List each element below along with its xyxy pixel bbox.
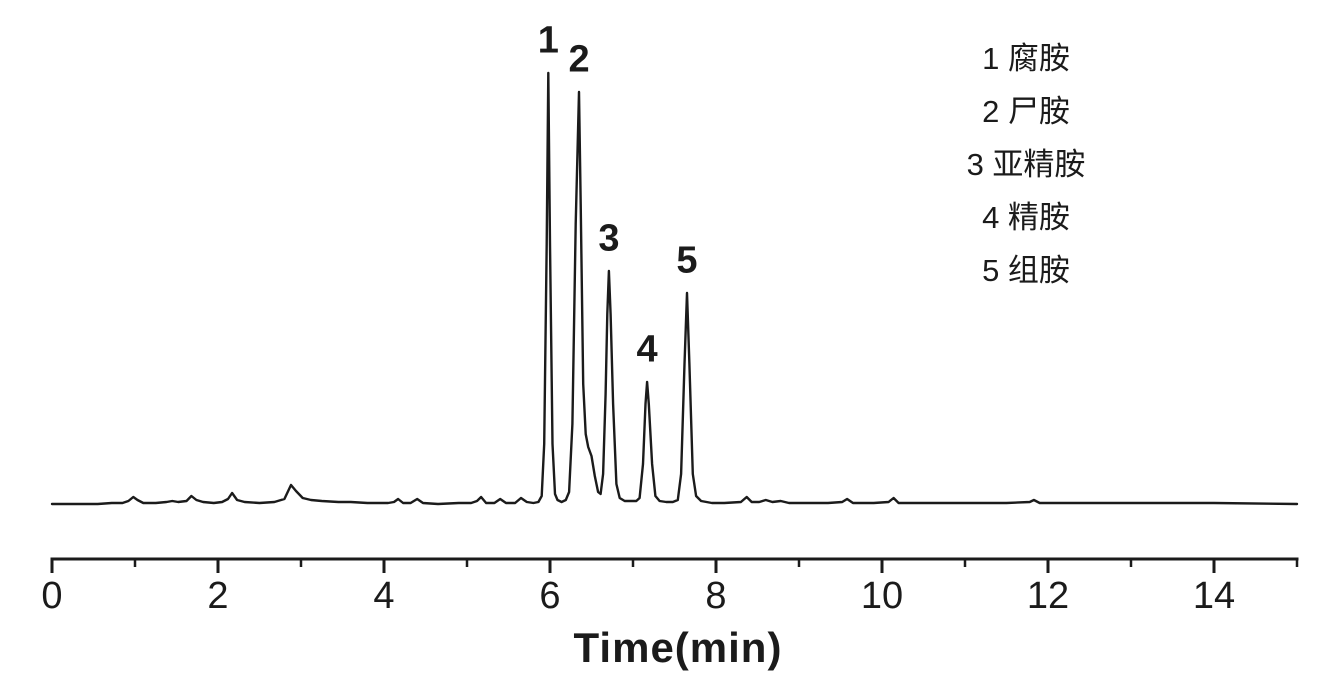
legend-item-5: 5 组胺 bbox=[982, 253, 1070, 288]
x-tick-label-10: 10 bbox=[860, 575, 904, 617]
peak-label-4: 4 bbox=[636, 328, 658, 371]
peak-label-3: 3 bbox=[598, 217, 620, 260]
legend-item-2: 2 尸胺 bbox=[982, 94, 1070, 129]
x-tick-label-14: 14 bbox=[1192, 575, 1236, 617]
x-axis-title: Time(min) bbox=[573, 624, 783, 671]
x-tick-label-6: 6 bbox=[539, 575, 561, 617]
chromatogram-trace bbox=[50, 71, 1299, 506]
x-tick-label-12: 12 bbox=[1026, 575, 1070, 617]
x-tick-label-2: 2 bbox=[207, 575, 229, 617]
peak-label-1: 1 bbox=[537, 19, 559, 62]
legend-item-1: 1 腐胺 bbox=[982, 41, 1070, 76]
x-axis bbox=[50, 557, 1299, 573]
x-tick-label-8: 8 bbox=[705, 575, 727, 617]
x-tick-label-4: 4 bbox=[373, 575, 395, 617]
legend: 1 腐胺 2 尸胺 3 亚精胺 4 精胺 5 组胺 bbox=[900, 32, 1152, 297]
peak-label-2: 2 bbox=[568, 38, 590, 81]
legend-item-3: 3 亚精胺 bbox=[966, 147, 1086, 182]
peak-label-5: 5 bbox=[676, 239, 698, 282]
legend-item-4: 4 精胺 bbox=[982, 200, 1070, 235]
x-tick-label-0: 0 bbox=[41, 575, 63, 617]
